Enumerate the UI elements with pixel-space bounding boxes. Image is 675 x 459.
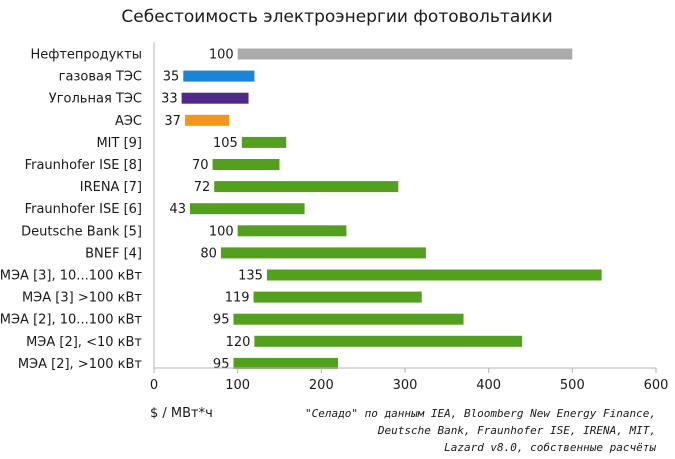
min-value-label: 119 bbox=[225, 291, 250, 306]
category-label: МЭА [2], >100 кВт bbox=[18, 357, 143, 372]
x-tick-label: 0 bbox=[150, 378, 158, 393]
category-label: МЭА [2], 10...100 кВт bbox=[0, 313, 142, 328]
chart-row: МЭА [2], 10...100 кВт 95 bbox=[0, 313, 464, 328]
chart-row: Deutsche Bank [5] 100 bbox=[21, 224, 347, 239]
x-tick-label: 400 bbox=[476, 378, 501, 393]
x-tick-label: 500 bbox=[560, 378, 585, 393]
category-label: BNEF [4] bbox=[85, 246, 142, 261]
range-bar bbox=[183, 70, 255, 82]
category-label: МЭА [3], 10...100 кВт bbox=[0, 269, 142, 284]
min-value-label: 135 bbox=[238, 269, 263, 284]
source-line: Deutsche Bank, Fraunhofer ISE, IRENA, MI… bbox=[377, 424, 656, 437]
range-bar bbox=[189, 203, 305, 215]
range-bar bbox=[184, 114, 230, 126]
chart-row: BNEF [4] 80 bbox=[85, 246, 426, 261]
category-label: МЭА [3] >100 кВт bbox=[22, 291, 142, 306]
min-value-label: 80 bbox=[200, 246, 217, 261]
source-note: "Селадо" по данным IEA, Bloomberg New En… bbox=[305, 407, 656, 454]
chart-row: Fraunhofer ISE [8] 70 bbox=[25, 158, 280, 173]
min-value-label: 37 bbox=[164, 114, 181, 129]
min-value-label: 95 bbox=[213, 357, 230, 372]
category-label: МЭА [2], <10 кВт bbox=[26, 335, 142, 350]
category-label: Угольная ТЭС bbox=[49, 92, 142, 107]
category-label: Fraunhofer ISE [8] bbox=[25, 158, 142, 173]
range-bar bbox=[233, 313, 464, 325]
min-value-label: 100 bbox=[209, 48, 234, 63]
min-value-label: 35 bbox=[163, 70, 180, 85]
min-value-label: 95 bbox=[213, 313, 230, 328]
category-label: IRENA [7] bbox=[80, 180, 142, 195]
chart-row: МЭА [2], >100 кВт 95 bbox=[18, 357, 339, 372]
category-label: АЭС bbox=[115, 114, 142, 129]
category-label: Fraunhofer ISE [6] bbox=[25, 202, 142, 217]
range-bar bbox=[237, 48, 573, 60]
chart-row: Угольная ТЭС 33 bbox=[49, 92, 249, 107]
min-value-label: 120 bbox=[226, 335, 251, 350]
chart-rows: Нефтепродукты 100 газовая ТЭС 35 Угольная ТЭ… bbox=[0, 48, 602, 372]
min-value-label: 33 bbox=[161, 92, 178, 107]
chart-row: MIT [9] 105 bbox=[96, 136, 287, 151]
x-tick-label: 300 bbox=[393, 378, 418, 393]
range-bar bbox=[253, 291, 422, 303]
min-value-label: 105 bbox=[213, 136, 238, 151]
range-bar bbox=[254, 335, 523, 347]
category-label: Deutsche Bank [5] bbox=[21, 224, 142, 239]
source-line: Lazard v8.0, собственные расчёты bbox=[444, 441, 656, 454]
chart-row: Fraunhofer ISE [6] 43 bbox=[25, 202, 305, 217]
range-bar bbox=[266, 269, 602, 281]
chart-row: МЭА [2], <10 кВт 120 bbox=[26, 335, 523, 350]
range-bar bbox=[214, 181, 399, 193]
category-label: MIT [9] bbox=[96, 136, 142, 151]
range-bar bbox=[237, 225, 347, 237]
range-bar bbox=[181, 92, 249, 104]
category-label: Нефтепродукты bbox=[30, 48, 142, 63]
x-axis-unit-label: $ / МВт*ч bbox=[150, 406, 213, 421]
x-tick-label: 200 bbox=[309, 378, 334, 393]
source-line: "Селадо" по данным IEA, Bloomberg New En… bbox=[305, 407, 656, 420]
chart-row: Нефтепродукты 100 bbox=[30, 48, 573, 63]
range-bar bbox=[233, 357, 339, 369]
min-value-label: 43 bbox=[169, 202, 186, 217]
min-value-label: 70 bbox=[192, 158, 209, 173]
chart-title: Себестоимость электроэнергии фотовольтаи… bbox=[121, 7, 552, 27]
chart-row: газовая ТЭС 35 bbox=[59, 70, 255, 85]
x-axis: 0 100 200 300 400 500 600 bbox=[150, 42, 669, 393]
chart-row: МЭА [3], 10...100 кВт 135 bbox=[0, 269, 602, 284]
category-label: газовая ТЭС bbox=[59, 70, 142, 85]
chart-row: IRENA [7] 72 bbox=[80, 180, 399, 195]
range-bar bbox=[220, 247, 426, 259]
min-value-label: 72 bbox=[194, 180, 211, 195]
x-tick-label: 600 bbox=[644, 378, 669, 393]
range-bar bbox=[241, 136, 287, 148]
x-tick-label: 100 bbox=[225, 378, 250, 393]
chart-row: МЭА [3] >100 кВт 119 bbox=[22, 291, 422, 306]
chart-row: АЭС 37 bbox=[115, 114, 230, 129]
range-bar bbox=[212, 159, 280, 170]
min-value-label: 100 bbox=[209, 224, 234, 239]
